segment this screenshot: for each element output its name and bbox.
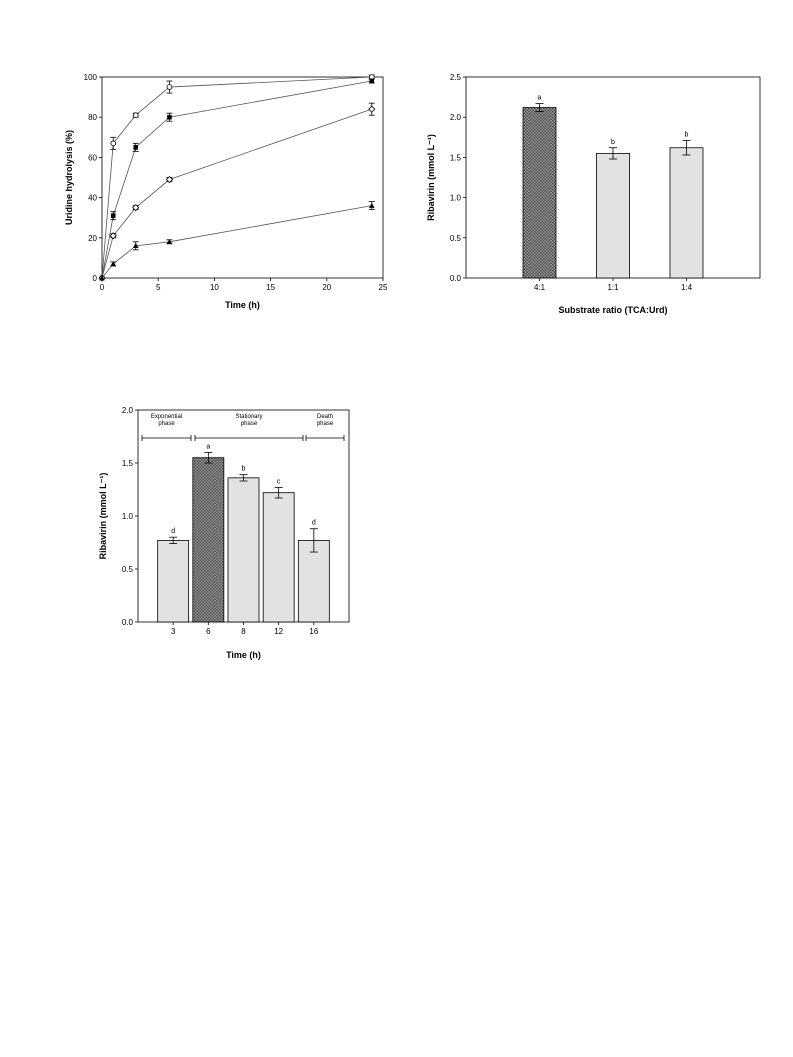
series-line (101, 80, 372, 279)
bar (157, 539, 190, 623)
data-point-open-diamond (368, 105, 376, 113)
data-point-filled-triangle (166, 239, 173, 245)
x-tick-label: 20 (322, 283, 331, 292)
significance-letter: b (611, 139, 615, 146)
bar (669, 147, 704, 279)
x-tick-label: 1:1 (607, 283, 619, 292)
significance-letter: a (206, 443, 210, 450)
plot-frame (101, 76, 384, 279)
x-tick-label: 12 (274, 627, 283, 636)
x-tick-label: 3 (171, 627, 176, 636)
bar (522, 107, 557, 279)
uridine-hydrolysis-line-chart: 0 5 10 15 20 25 0 20 40 60 80 100 Time (h) Uridine hy… (64, 73, 388, 310)
data-point-filled-triangle (99, 275, 105, 281)
x-tick-label: 16 (309, 627, 318, 636)
y-tick-label: 1.0 (450, 194, 462, 203)
data-point-filled-square (133, 145, 139, 150)
data-point-filled-triangle (110, 261, 117, 267)
x-tick-label: 1:4 (681, 283, 693, 292)
series-line (101, 76, 372, 279)
phase-label: phase (158, 421, 175, 427)
y-tick-label: 20 (88, 234, 97, 243)
significance-letter: a (538, 95, 542, 102)
significance-letter: d (171, 528, 175, 535)
x-axis-label: Time (h) (225, 300, 260, 310)
y-axis-label: Uridine hydrolysis (%) (64, 130, 74, 225)
data-point-open-circle (110, 140, 117, 147)
x-tick-label: 10 (210, 283, 219, 292)
x-tick-label: 15 (266, 283, 275, 292)
y-axis-label: Ribavirin (mmol L⁻¹) (98, 473, 108, 560)
y-tick-label: 2.0 (122, 406, 134, 415)
x-tick-label: 4:1 (534, 283, 546, 292)
time-course-bar-chart: 0.0 0.5 1.0 1.5 2.0 3 d 6 a 8 b 12 c 16 d Time (h) Ribav… (98, 406, 350, 660)
x-tick-label: 0 (100, 283, 105, 292)
x-tick-label: 25 (379, 283, 388, 292)
phase-label: phase (241, 421, 258, 427)
x-axis-label: Substrate ratio (TCA:Urd) (558, 305, 667, 315)
significance-letter: b (685, 132, 689, 139)
phase-label: Death (317, 414, 333, 420)
x-tick-label: 5 (156, 283, 161, 292)
x-tick-label: 6 (206, 627, 211, 636)
significance-letter: d (312, 520, 316, 527)
bar (262, 492, 295, 623)
series-line (101, 205, 372, 279)
y-tick-label: 0.0 (450, 274, 462, 283)
phase-label: Exponential (151, 414, 182, 420)
y-tick-label: 0 (93, 274, 98, 283)
phase-label: Stationary (235, 414, 262, 420)
significance-letter: b (242, 466, 246, 473)
y-tick-label: 1.5 (122, 459, 134, 468)
y-tick-label: 2.0 (450, 113, 462, 122)
data-point-open-diamond (165, 175, 174, 184)
x-tick-label: 8 (241, 627, 246, 636)
data-point-filled-square (369, 78, 375, 84)
data-point-open-diamond (109, 232, 117, 240)
data-point-open-circle (166, 84, 173, 90)
significance-letter: c (277, 478, 281, 485)
y-tick-label: 1.0 (122, 512, 134, 521)
data-point-filled-triangle (368, 202, 375, 208)
data-point-open-circle (132, 112, 139, 118)
x-axis-label: Time (h) (226, 650, 261, 660)
bar (596, 152, 630, 279)
y-tick-label: 2.5 (450, 73, 462, 82)
y-tick-label: 1.5 (450, 153, 462, 162)
data-point-open-diamond (132, 204, 140, 212)
y-tick-label: 80 (88, 113, 97, 122)
y-tick-label: 100 (84, 73, 98, 82)
y-tick-label: 0.5 (450, 234, 462, 243)
data-point-filled-square (110, 213, 116, 218)
y-tick-label: 40 (88, 194, 97, 203)
series-line (101, 108, 372, 279)
y-tick-label: 60 (88, 153, 97, 162)
y-tick-label: 0.0 (122, 618, 134, 627)
y-tick-label: 0.5 (122, 565, 134, 574)
substrate-ratio-bar-chart: 0.0 0.5 1.0 1.5 2.0 2.5 4:1 a 1:1 b 1:4 b Substrate … (426, 73, 761, 315)
bar (192, 457, 225, 623)
phase-label: phase (317, 421, 334, 427)
bar (297, 539, 330, 623)
bar (227, 477, 260, 623)
data-point-filled-square (167, 114, 172, 120)
data-point-filled-triangle (132, 243, 139, 249)
y-axis-label: Ribavirin (mmol L⁻¹) (426, 134, 436, 221)
